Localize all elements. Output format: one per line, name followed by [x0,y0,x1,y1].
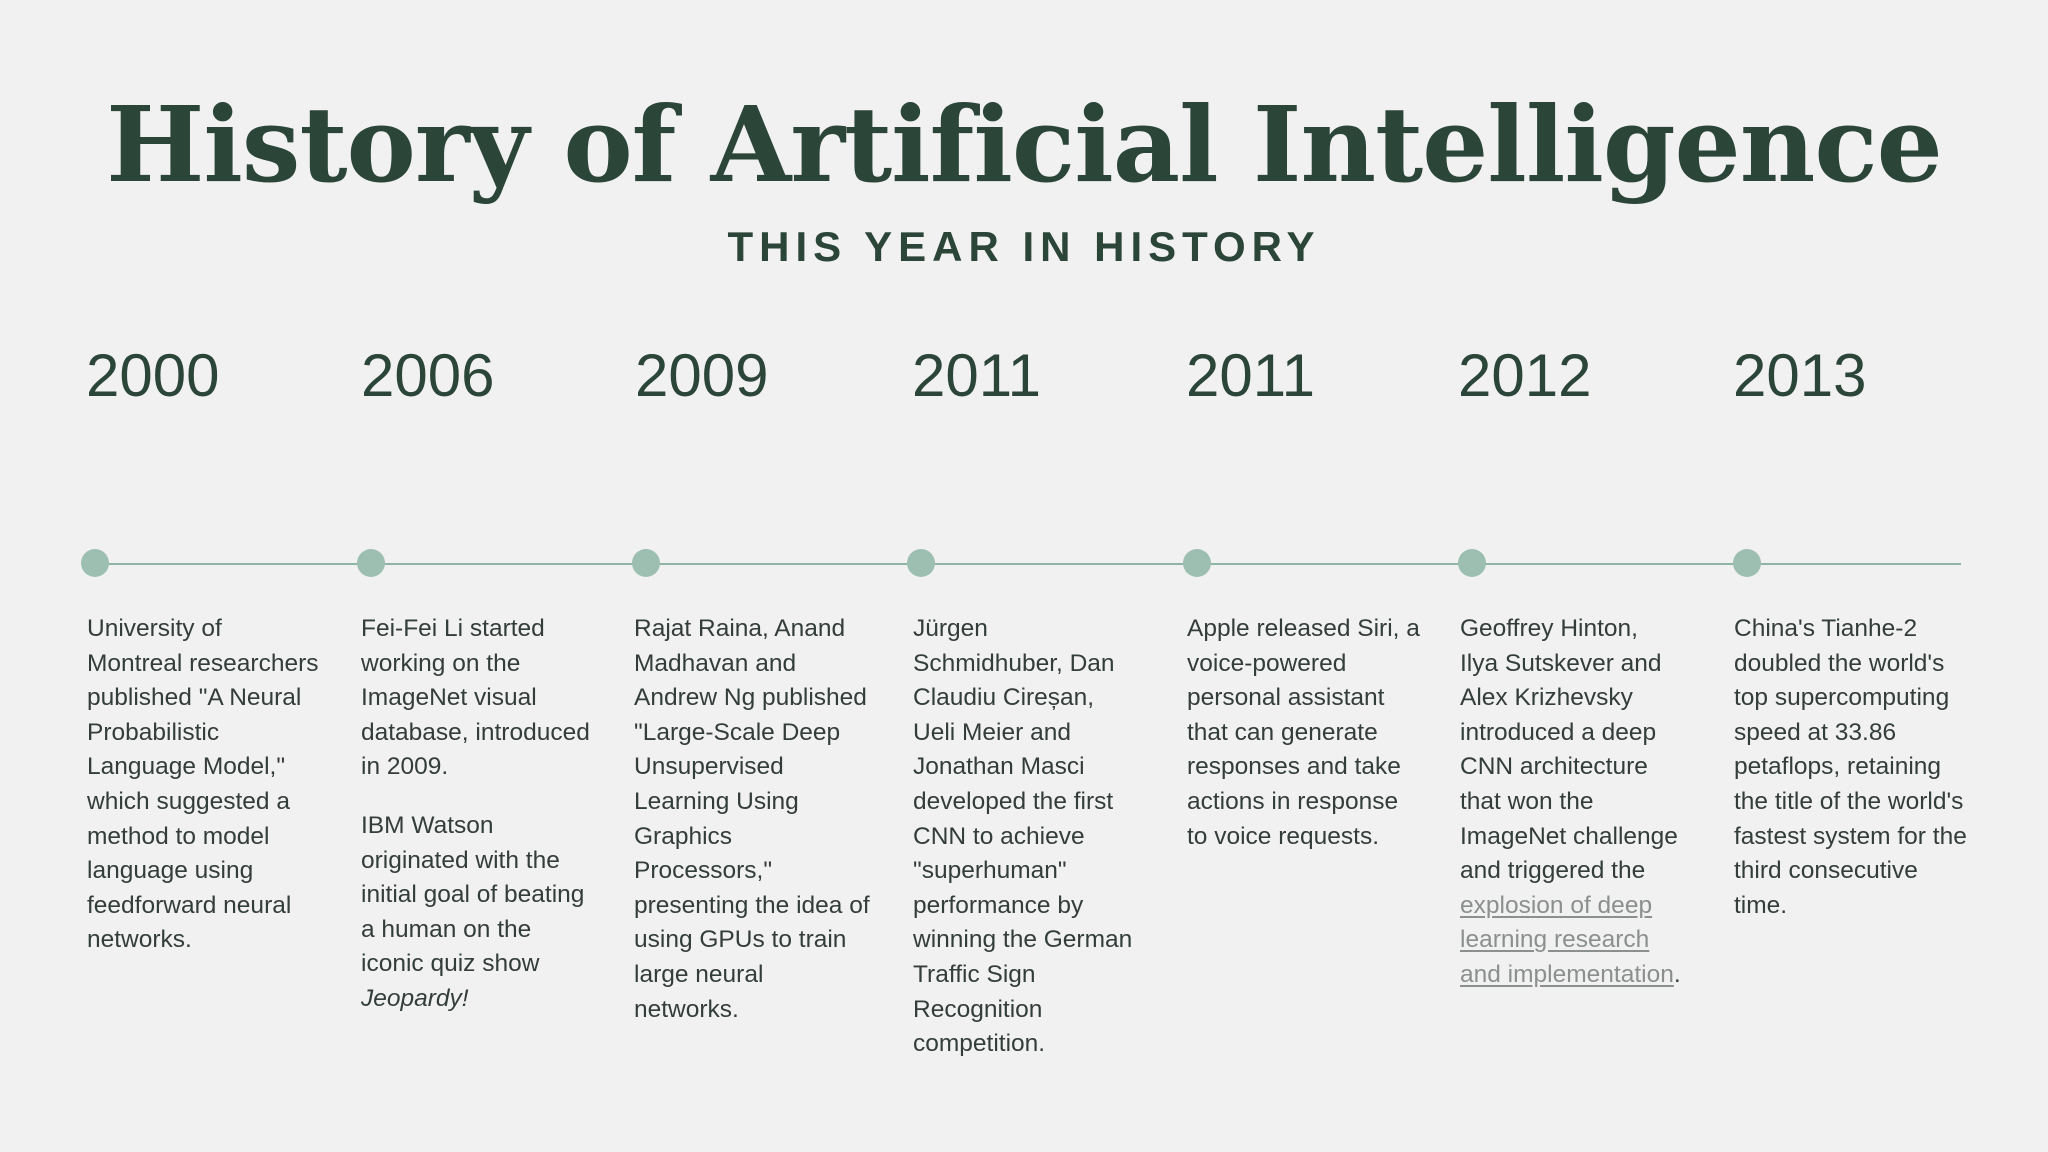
event-text-end: . [1673,960,1681,988]
page-subtitle: THIS YEAR IN HISTORY [727,223,1321,270]
event-year: 2011 [1186,342,1316,409]
timeline-dot [357,549,385,577]
page-title: History of Artificial Intelligence [106,83,1943,206]
event-year: 2000 [86,342,220,409]
timeline-line [95,563,1961,565]
timeline-dot [632,549,660,577]
event-description: Apple released Siri, a voice-powered per… [1187,612,1423,854]
event-text: University of Montreal researchers publi… [87,615,319,954]
event-description: Rajat Raina, Anand Madhavan and Andrew N… [634,612,870,1027]
timeline-dot [81,549,109,577]
event-text: China's Tianhe-2 doubled the world's top… [1734,615,1967,919]
event-year: 2011 [912,342,1042,409]
event-description: Geoffrey Hinton, Ilya Sutskever and Alex… [1460,612,1682,993]
timeline-dot [907,549,935,577]
event-text: Rajat Raina, Anand Madhavan and Andrew N… [634,615,870,1023]
deep-learning-link[interactable]: explosion of deep learning research and … [1460,891,1674,988]
event-year: 2006 [361,342,495,409]
timeline-dot [1458,549,1486,577]
event-description: University of Montreal researchers publi… [87,612,319,958]
event-year: 2009 [635,342,769,409]
event-description: Fei-Fei Li started working on the ImageN… [361,612,593,1017]
event-text: Jürgen Schmidhuber, Dan Claudiu Cireșan,… [913,615,1133,1058]
timeline-dot [1733,549,1761,577]
event-year: 2013 [1733,342,1867,409]
event-text-body: Geoffrey Hinton, Ilya Sutskever and Alex… [1460,615,1678,885]
event-text: Fei-Fei Li started working on the ImageN… [361,615,590,781]
event-year: 2012 [1458,342,1592,409]
event-description: Jürgen Schmidhuber, Dan Claudiu Cireșan,… [913,612,1143,1062]
event-text-italic: Jeopardy! [361,984,469,1012]
event-text: Geoffrey Hinton, Ilya Sutskever and Alex… [1460,612,1682,993]
event-text-secondary-body: IBM Watson originated with the initial g… [361,811,585,978]
event-text: Apple released Siri, a voice-powered per… [1187,615,1420,850]
event-description: China's Tianhe-2 doubled the world's top… [1734,612,1970,923]
timeline-dot [1183,549,1211,577]
event-text-secondary: IBM Watson originated with the initial g… [361,809,593,1017]
